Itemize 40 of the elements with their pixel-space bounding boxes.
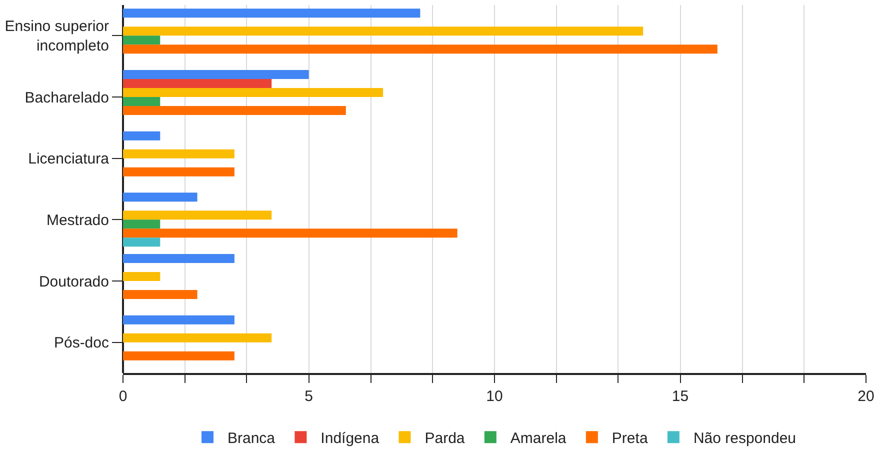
x-tick-label: 20 [858,388,874,405]
bar [123,167,234,176]
legend-label: Indígena [320,430,380,447]
bar [123,131,160,140]
bar [123,8,420,18]
legend-label: Parda [424,430,466,447]
bar [123,315,234,324]
x-tick-label: 10 [486,388,503,405]
bar [123,220,160,229]
x-tick-label: 5 [304,388,313,405]
bar [123,36,160,45]
bar [123,26,644,36]
y-tick-label: Licenciatura [28,150,110,168]
legend-label: Não respondeu [693,430,796,447]
y-tick-label: Bacharelado [24,89,109,106]
bar [123,79,272,88]
bar [123,88,384,97]
bar [123,290,198,299]
legend-label: Amarela [510,430,567,447]
y-tick-label: Doutorado [38,273,109,290]
bar [123,192,198,202]
bar [123,44,718,54]
bar [123,238,160,247]
bar [123,97,160,106]
y-tick-label: Ensino superior incompleto [4,18,109,55]
bar [123,254,234,264]
y-tick-label: Pós-doc [54,334,110,352]
bar [123,149,234,158]
bar [123,228,458,238]
bar [123,70,309,80]
legend-label: Preta [612,430,648,447]
bar [123,106,346,115]
legend-label: Branca [228,430,276,447]
x-tick-label: 0 [118,388,128,405]
x-tick-label: 15 [672,388,689,405]
bar [123,272,160,281]
bar [123,210,272,220]
bar [123,351,234,360]
y-tick-label: Mestrado [46,212,109,229]
bar [123,333,272,342]
